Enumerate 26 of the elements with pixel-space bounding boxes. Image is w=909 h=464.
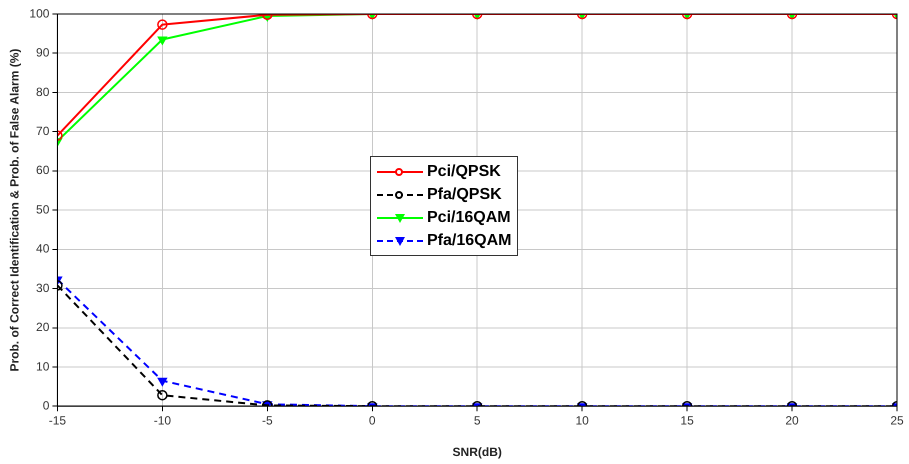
x-tick-label: 0	[368, 414, 376, 428]
y-tick-label: 50	[36, 202, 50, 216]
y-tick-label: 70	[36, 124, 50, 138]
y-tick-label: 10	[36, 359, 50, 374]
x-tick-label: -15	[48, 414, 66, 428]
x-tick-label: -5	[262, 414, 273, 428]
legend-label: Pfa/QPSK	[427, 186, 502, 204]
y-tick-label: 100	[29, 6, 50, 20]
x-tick-label: 20	[785, 414, 800, 428]
x-tick-label: 15	[680, 414, 694, 428]
y-axis-title: Prob. of Correct Identification & Prob. of False Alarm (%)	[8, 48, 22, 372]
x-axis-title: SNR(dB)	[452, 445, 502, 460]
x-tick-label: 5	[474, 414, 481, 428]
legend-label: Pfa/16QAM	[427, 232, 512, 250]
y-tick-label: 30	[36, 280, 50, 295]
y-tick-label: 80	[36, 84, 50, 99]
y-tick-label: 60	[36, 163, 50, 178]
y-tick-label: 90	[36, 46, 50, 60]
y-tick-label: 20	[36, 320, 50, 334]
y-tick-label: 40	[36, 242, 50, 256]
x-tick-label: 10	[575, 414, 590, 428]
x-tick-label: 25	[890, 414, 904, 428]
legend-label: Pci/16QAM	[427, 208, 511, 226]
x-tick-label: -10	[154, 414, 172, 428]
legend-label: Pci/QPSK	[427, 162, 501, 180]
y-tick-label: 0	[42, 398, 50, 413]
